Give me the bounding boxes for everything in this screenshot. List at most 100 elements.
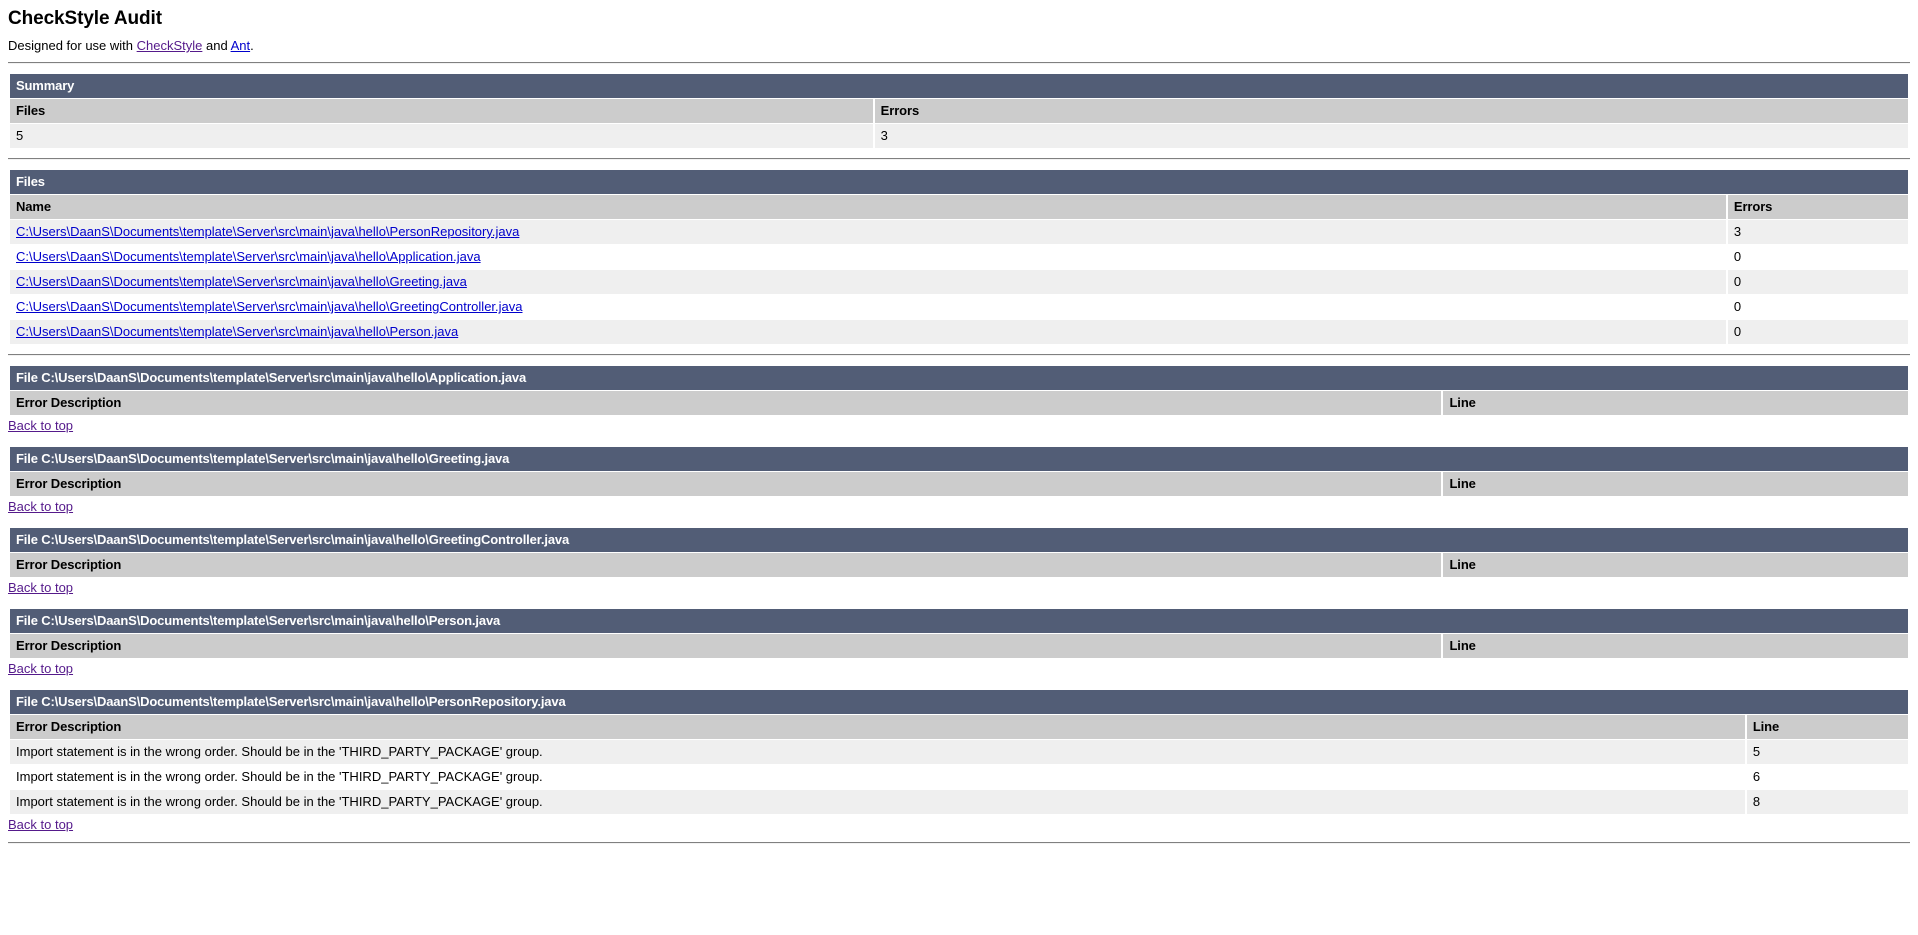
file-detail-column-header-row: Error Description Line — [10, 634, 1908, 658]
divider-footer — [8, 842, 1910, 844]
files-table: Files Name Errors C:\Users\DaanS\Documen… — [8, 169, 1910, 345]
files-section-header: Files — [10, 170, 1908, 194]
subtitle-prefix-text: Designed for use with — [8, 38, 137, 53]
file-detail-table: File C:\Users\DaanS\Documents\template\S… — [8, 365, 1910, 416]
error-description-cell: Import statement is in the wrong order. … — [10, 790, 1745, 814]
file-detail-table: File C:\Users\DaanS\Documents\template\S… — [8, 446, 1910, 497]
col-line: Line — [1746, 715, 1908, 739]
file-detail-section-header: File C:\Users\DaanS\Documents\template\S… — [10, 366, 1908, 390]
file-detail-section-header: File C:\Users\DaanS\Documents\template\S… — [10, 528, 1908, 552]
summary-data-row: 5 3 — [10, 124, 1908, 148]
summary-section-title: Summary — [10, 74, 1908, 98]
col-error-description: Error Description — [10, 553, 1442, 577]
file-detail-title: File C:\Users\DaanS\Documents\template\S… — [10, 690, 1908, 714]
table-row: Import statement is in the wrong order. … — [10, 765, 1908, 789]
back-to-top-wrapper: Back to top — [8, 580, 1910, 596]
checkstyle-link[interactable]: CheckStyle — [136, 38, 203, 53]
col-error-description: Error Description — [10, 391, 1442, 415]
file-errors-cell: 0 — [1727, 245, 1908, 269]
col-line: Line — [1443, 634, 1908, 658]
file-detail-title: File C:\Users\DaanS\Documents\template\S… — [10, 366, 1908, 390]
file-detail-column-header-row: Error Description Line — [10, 553, 1908, 577]
file-link[interactable]: C:\Users\DaanS\Documents\template\Server… — [16, 299, 523, 314]
back-to-top-wrapper: Back to top — [8, 817, 1910, 833]
file-detail-section-header: File C:\Users\DaanS\Documents\template\S… — [10, 690, 1908, 714]
file-detail-table: File C:\Users\DaanS\Documents\template\S… — [8, 608, 1910, 659]
col-line: Line — [1443, 553, 1908, 577]
table-row: C:\Users\DaanS\Documents\template\Server… — [10, 245, 1908, 269]
files-col-name: Name — [10, 195, 1726, 219]
file-detail-section-greeting: File C:\Users\DaanS\Documents\template\S… — [8, 446, 1910, 515]
file-errors-cell: 3 — [1727, 220, 1908, 244]
file-detail-section-personrepository: File C:\Users\DaanS\Documents\template\S… — [8, 689, 1910, 833]
file-name-cell: C:\Users\DaanS\Documents\template\Server… — [10, 320, 1726, 344]
divider-after-header — [8, 62, 1910, 64]
table-row: Import statement is in the wrong order. … — [10, 740, 1908, 764]
file-detail-column-header-row: Error Description Line — [10, 391, 1908, 415]
file-name-cell: C:\Users\DaanS\Documents\template\Server… — [10, 245, 1726, 269]
files-section-title: Files — [10, 170, 1908, 194]
file-detail-title: File C:\Users\DaanS\Documents\template\S… — [10, 528, 1908, 552]
error-line-cell: 6 — [1746, 765, 1908, 789]
back-to-top-wrapper: Back to top — [8, 499, 1910, 515]
subtitle-middle-text: and — [202, 38, 231, 53]
error-description-cell: Import statement is in the wrong order. … — [10, 765, 1745, 789]
summary-files-count: 5 — [10, 124, 873, 148]
file-link[interactable]: C:\Users\DaanS\Documents\template\Server… — [16, 324, 459, 339]
file-detail-column-header-row: Error Description Line — [10, 715, 1908, 739]
file-detail-section-header: File C:\Users\DaanS\Documents\template\S… — [10, 447, 1908, 471]
back-to-top-link[interactable]: Back to top — [8, 418, 74, 433]
summary-column-header-row: Files Errors — [10, 99, 1908, 123]
file-errors-cell: 0 — [1727, 320, 1908, 344]
table-row: C:\Users\DaanS\Documents\template\Server… — [10, 320, 1908, 344]
file-name-cell: C:\Users\DaanS\Documents\template\Server… — [10, 220, 1726, 244]
summary-table: Summary Files Errors 5 3 — [8, 73, 1910, 149]
file-detail-section-application: File C:\Users\DaanS\Documents\template\S… — [8, 365, 1910, 434]
back-to-top-wrapper: Back to top — [8, 418, 1910, 434]
back-to-top-link[interactable]: Back to top — [8, 661, 74, 676]
file-link[interactable]: C:\Users\DaanS\Documents\template\Server… — [16, 274, 467, 289]
file-errors-cell: 0 — [1727, 270, 1908, 294]
back-to-top-link[interactable]: Back to top — [8, 817, 74, 832]
error-description-cell: Import statement is in the wrong order. … — [10, 740, 1745, 764]
files-col-errors: Errors — [1727, 195, 1908, 219]
divider-after-files — [8, 354, 1910, 356]
audit-report-page: CheckStyle Audit Designed for use with C… — [0, 8, 1918, 844]
file-link[interactable]: C:\Users\DaanS\Documents\template\Server… — [16, 249, 481, 264]
error-line-cell: 8 — [1746, 790, 1908, 814]
summary-errors-count: 3 — [874, 124, 1908, 148]
file-detail-column-header-row: Error Description Line — [10, 472, 1908, 496]
file-detail-table: File C:\Users\DaanS\Documents\template\S… — [8, 527, 1910, 578]
file-name-cell: C:\Users\DaanS\Documents\template\Server… — [10, 270, 1726, 294]
file-detail-title: File C:\Users\DaanS\Documents\template\S… — [10, 609, 1908, 633]
page-subtitle: Designed for use with CheckStyle and Ant… — [8, 38, 1910, 53]
back-to-top-link[interactable]: Back to top — [8, 580, 74, 595]
file-detail-section-person: File C:\Users\DaanS\Documents\template\S… — [8, 608, 1910, 677]
back-to-top-link[interactable]: Back to top — [8, 499, 74, 514]
col-line: Line — [1443, 472, 1908, 496]
col-error-description: Error Description — [10, 634, 1442, 658]
error-line-cell: 5 — [1746, 740, 1908, 764]
file-name-cell: C:\Users\DaanS\Documents\template\Server… — [10, 295, 1726, 319]
file-detail-title: File C:\Users\DaanS\Documents\template\S… — [10, 447, 1908, 471]
ant-link[interactable]: Ant — [230, 38, 251, 53]
back-to-top-wrapper: Back to top — [8, 661, 1910, 677]
file-detail-table: File C:\Users\DaanS\Documents\template\S… — [8, 689, 1910, 815]
table-row: C:\Users\DaanS\Documents\template\Server… — [10, 220, 1908, 244]
subtitle-suffix-text: . — [250, 38, 254, 53]
table-row: C:\Users\DaanS\Documents\template\Server… — [10, 270, 1908, 294]
table-row: Import statement is in the wrong order. … — [10, 790, 1908, 814]
summary-col-files: Files — [10, 99, 873, 123]
col-error-description: Error Description — [10, 715, 1745, 739]
summary-col-errors: Errors — [874, 99, 1908, 123]
summary-section-header: Summary — [10, 74, 1908, 98]
file-link[interactable]: C:\Users\DaanS\Documents\template\Server… — [16, 224, 520, 239]
file-detail-section-header: File C:\Users\DaanS\Documents\template\S… — [10, 609, 1908, 633]
divider-after-summary — [8, 158, 1910, 160]
col-line: Line — [1443, 391, 1908, 415]
col-error-description: Error Description — [10, 472, 1442, 496]
file-errors-cell: 0 — [1727, 295, 1908, 319]
table-row: C:\Users\DaanS\Documents\template\Server… — [10, 295, 1908, 319]
page-title: CheckStyle Audit — [8, 8, 162, 29]
files-column-header-row: Name Errors — [10, 195, 1908, 219]
